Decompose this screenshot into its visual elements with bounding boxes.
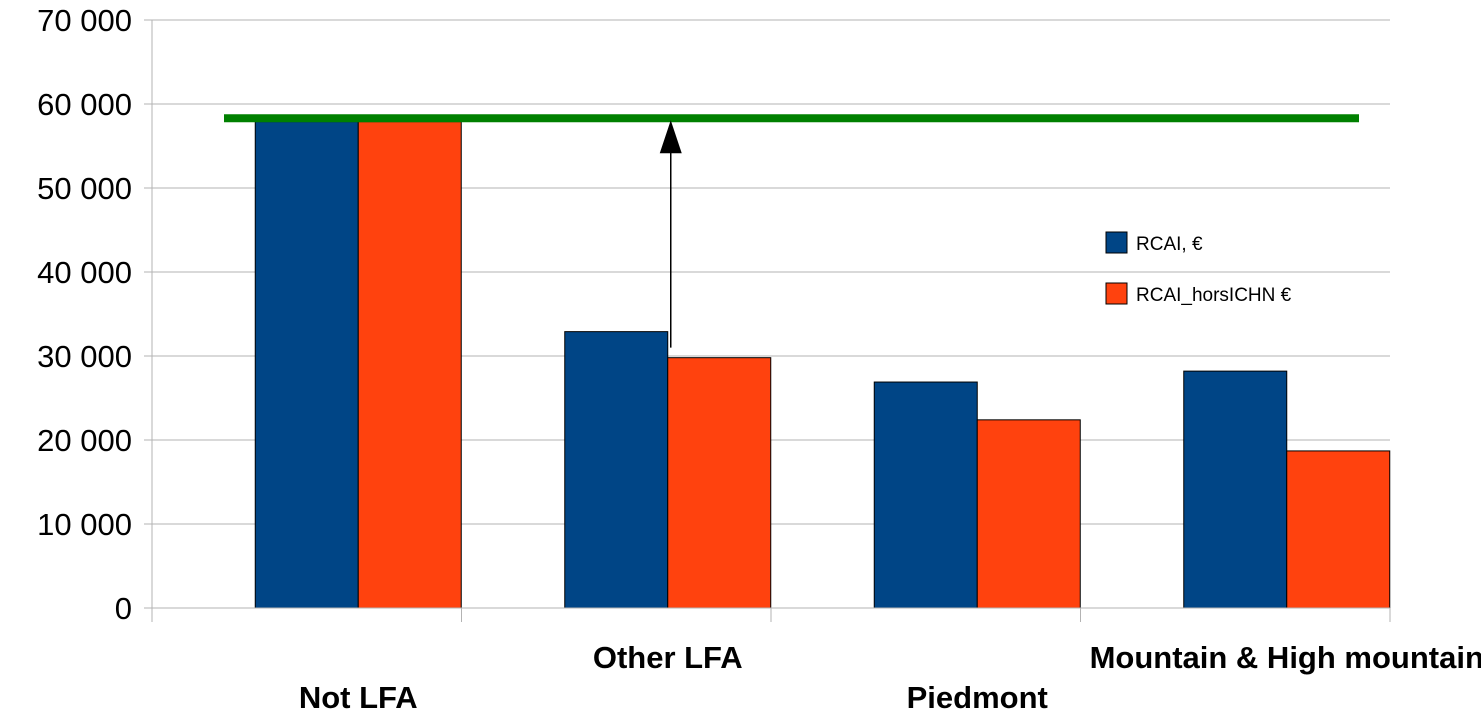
y-tick-label: 20 000 <box>37 423 132 458</box>
category-label: Not LFA <box>299 680 418 715</box>
annotations <box>224 114 1359 348</box>
bars <box>254 121 1391 609</box>
arrow-head <box>659 120 682 154</box>
y-tick-label: 10 000 <box>37 507 132 542</box>
legend: RCAI, € RCAI_horsICHN € <box>1105 231 1292 306</box>
legend-swatch <box>1105 231 1128 254</box>
bar-rcai-hors-ichn <box>357 121 462 609</box>
bar-rcai-hors-ichn <box>976 419 1081 609</box>
category-label: Other LFA <box>593 640 743 675</box>
category-label: Piedmont <box>907 680 1048 715</box>
y-tick-label: 40 000 <box>37 255 132 290</box>
bar-rcai <box>564 331 669 609</box>
category-label: Mountain & High mountain <box>1090 640 1481 675</box>
bar-rcai <box>1183 370 1288 609</box>
bar-rcai-hors-ichn <box>1286 450 1391 609</box>
bar-rcai <box>873 381 978 609</box>
y-tick-label: 70 000 <box>37 3 132 38</box>
x-axis <box>151 20 1391 622</box>
y-axis-ticks: 0 10 000 20 000 30 000 40 000 50 000 60 000 70 … <box>37 3 152 626</box>
legend-swatch <box>1105 282 1128 305</box>
legend-label: RCAI_horsICHN € <box>1136 285 1292 306</box>
bar-rcai-hors-ichn <box>667 357 772 609</box>
y-tick-label: 0 <box>115 591 132 626</box>
y-tick-label: 50 000 <box>37 171 132 206</box>
category-labels: Not LFA Other LFA Piedmont Mountain & High … <box>299 640 1481 715</box>
bar-rcai <box>254 121 359 609</box>
y-tick-label: 30 000 <box>37 339 132 374</box>
y-tick-label: 60 000 <box>37 87 132 122</box>
legend-label: RCAI, € <box>1136 234 1203 255</box>
